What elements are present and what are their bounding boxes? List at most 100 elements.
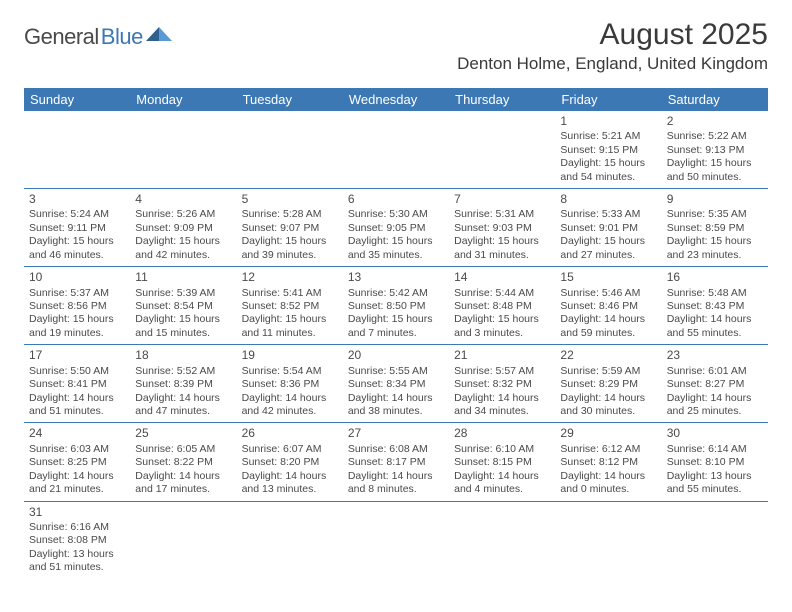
calendar-week-row: 31Sunrise: 6:16 AMSunset: 8:08 PMDayligh… xyxy=(24,501,768,579)
calendar-day-cell: 20Sunrise: 5:55 AMSunset: 8:34 PMDayligh… xyxy=(343,345,449,423)
day-number: 17 xyxy=(29,348,125,363)
day-header-row: SundayMondayTuesdayWednesdayThursdayFrid… xyxy=(24,88,768,111)
daylight-line: Daylight: 14 hours and 8 minutes. xyxy=(348,470,444,497)
sunrise-line: Sunrise: 5:46 AM xyxy=(560,287,656,300)
calendar-day-cell xyxy=(343,501,449,579)
calendar-day-cell: 27 Sunrise: 6:08 AMSunset: 8:17 PMDayligh… xyxy=(343,423,449,501)
sunrise-line: Sunrise: 6:08 AM xyxy=(348,443,444,456)
calendar-day-cell: 30Sunrise: 6:14 AMSunset: 8:10 PMDayligh… xyxy=(662,423,768,501)
title-block: August 2025 Denton Holme, England, Unite… xyxy=(457,18,768,74)
day-number: 11 xyxy=(135,270,231,285)
logo: General Blue xyxy=(24,24,172,50)
day-number: 7 xyxy=(454,192,550,207)
day-number: 14 xyxy=(454,270,550,285)
sunrise-line: Sunrise: 5:42 AM xyxy=(348,287,444,300)
daylight-line: Daylight: 14 hours and 47 minutes. xyxy=(135,392,231,419)
calendar-day-cell: 1Sunrise: 5:21 AMSunset: 9:15 PMDaylight… xyxy=(555,111,661,189)
sunset-line: Sunset: 9:05 PM xyxy=(348,222,444,235)
sunrise-line: Sunrise: 5:28 AM xyxy=(242,208,338,221)
sunset-line: Sunset: 8:10 PM xyxy=(667,456,763,469)
sunrise-line: Sunrise: 6:16 AM xyxy=(29,521,125,534)
daylight-line: Daylight: 14 hours and 42 minutes. xyxy=(242,392,338,419)
calendar-week-row: 1Sunrise: 5:21 AMSunset: 9:15 PMDaylight… xyxy=(24,111,768,189)
calendar-day-cell: 9Sunrise: 5:35 AMSunset: 8:59 PMDaylight… xyxy=(662,189,768,267)
calendar-day-cell xyxy=(343,111,449,189)
sunset-line: Sunset: 9:13 PM xyxy=(667,144,763,157)
sunrise-line: Sunrise: 5:22 AM xyxy=(667,130,763,143)
sunset-line: Sunset: 9:09 PM xyxy=(135,222,231,235)
calendar-week-row: 10Sunrise: 5:37 AMSunset: 8:56 PMDayligh… xyxy=(24,267,768,345)
sunset-line: Sunset: 8:56 PM xyxy=(29,300,125,313)
sunset-line: Sunset: 8:20 PM xyxy=(242,456,338,469)
day-header: Wednesday xyxy=(343,88,449,111)
sunrise-line: Sunrise: 5:39 AM xyxy=(135,287,231,300)
sunset-line: Sunset: 8:25 PM xyxy=(29,456,125,469)
sunset-line: Sunset: 8:27 PM xyxy=(667,378,763,391)
daylight-line: Daylight: 15 hours and 19 minutes. xyxy=(29,313,125,340)
sunset-line: Sunset: 9:01 PM xyxy=(560,222,656,235)
sunrise-line: Sunrise: 6:01 AM xyxy=(667,365,763,378)
day-number: 31 xyxy=(29,505,125,520)
daylight-line: Daylight: 14 hours and 25 minutes. xyxy=(667,392,763,419)
calendar-day-cell: 19Sunrise: 5:54 AMSunset: 8:36 PMDayligh… xyxy=(237,345,343,423)
sunrise-line: Sunrise: 5:41 AM xyxy=(242,287,338,300)
day-number: 21 xyxy=(454,348,550,363)
day-number: 5 xyxy=(242,192,338,207)
calendar-day-cell: 16Sunrise: 5:48 AMSunset: 8:43 PMDayligh… xyxy=(662,267,768,345)
calendar-day-cell: 23Sunrise: 6:01 AMSunset: 8:27 PMDayligh… xyxy=(662,345,768,423)
day-header: Sunday xyxy=(24,88,130,111)
calendar-day-cell: 10Sunrise: 5:37 AMSunset: 8:56 PMDayligh… xyxy=(24,267,130,345)
location: Denton Holme, England, United Kingdom xyxy=(457,54,768,74)
sunrise-line: Sunrise: 6:05 AM xyxy=(135,443,231,456)
calendar-day-cell: 12Sunrise: 5:41 AMSunset: 8:52 PMDayligh… xyxy=(237,267,343,345)
logo-word-1: General xyxy=(24,24,99,50)
day-number: 3 xyxy=(29,192,125,207)
daylight-line: Daylight: 13 hours and 51 minutes. xyxy=(29,548,125,575)
day-number: 15 xyxy=(560,270,656,285)
month-title: August 2025 xyxy=(457,18,768,52)
daylight-line: Daylight: 15 hours and 39 minutes. xyxy=(242,235,338,262)
day-header: Saturday xyxy=(662,88,768,111)
sunset-line: Sunset: 8:34 PM xyxy=(348,378,444,391)
daylight-line: Daylight: 15 hours and 46 minutes. xyxy=(29,235,125,262)
calendar-day-cell: 22Sunrise: 5:59 AMSunset: 8:29 PMDayligh… xyxy=(555,345,661,423)
day-header: Friday xyxy=(555,88,661,111)
calendar-day-cell xyxy=(130,111,236,189)
day-number: 9 xyxy=(667,192,763,207)
calendar-table: SundayMondayTuesdayWednesdayThursdayFrid… xyxy=(24,88,768,579)
calendar-day-cell xyxy=(449,111,555,189)
day-number: 2 xyxy=(667,114,763,129)
day-number: 28 xyxy=(454,426,550,441)
logo-triangle-icon xyxy=(146,25,172,41)
sunrise-line: Sunrise: 5:30 AM xyxy=(348,208,444,221)
daylight-line: Daylight: 15 hours and 54 minutes. xyxy=(560,157,656,184)
daylight-line: Daylight: 14 hours and 21 minutes. xyxy=(29,470,125,497)
sunset-line: Sunset: 8:17 PM xyxy=(348,456,444,469)
calendar-day-cell: 29Sunrise: 6:12 AMSunset: 8:12 PMDayligh… xyxy=(555,423,661,501)
calendar-day-cell xyxy=(237,111,343,189)
sunset-line: Sunset: 8:12 PM xyxy=(560,456,656,469)
calendar-week-row: 17Sunrise: 5:50 AMSunset: 8:41 PMDayligh… xyxy=(24,345,768,423)
sunrise-line: Sunrise: 6:03 AM xyxy=(29,443,125,456)
sunrise-line: Sunrise: 5:37 AM xyxy=(29,287,125,300)
sunrise-line: Sunrise: 5:33 AM xyxy=(560,208,656,221)
sunset-line: Sunset: 8:08 PM xyxy=(29,534,125,547)
day-number: 29 xyxy=(560,426,656,441)
calendar-day-cell: 14Sunrise: 5:44 AMSunset: 8:48 PMDayligh… xyxy=(449,267,555,345)
sunrise-line: Sunrise: 5:26 AM xyxy=(135,208,231,221)
daylight-line: Daylight: 14 hours and 13 minutes. xyxy=(242,470,338,497)
sunrise-line: Sunrise: 5:57 AM xyxy=(454,365,550,378)
daylight-line: Daylight: 14 hours and 34 minutes. xyxy=(454,392,550,419)
day-header: Monday xyxy=(130,88,236,111)
daylight-line: Daylight: 15 hours and 31 minutes. xyxy=(454,235,550,262)
calendar-day-cell xyxy=(130,501,236,579)
sunset-line: Sunset: 8:15 PM xyxy=(454,456,550,469)
day-number: 27 xyxy=(348,426,444,441)
sunrise-line: Sunrise: 6:10 AM xyxy=(454,443,550,456)
day-header: Tuesday xyxy=(237,88,343,111)
daylight-line: Daylight: 15 hours and 27 minutes. xyxy=(560,235,656,262)
daylight-line: Daylight: 15 hours and 35 minutes. xyxy=(348,235,444,262)
calendar-day-cell: 31Sunrise: 6:16 AMSunset: 8:08 PMDayligh… xyxy=(24,501,130,579)
calendar-day-cell: 5Sunrise: 5:28 AMSunset: 9:07 PMDaylight… xyxy=(237,189,343,267)
calendar-week-row: 3Sunrise: 5:24 AMSunset: 9:11 PMDaylight… xyxy=(24,189,768,267)
